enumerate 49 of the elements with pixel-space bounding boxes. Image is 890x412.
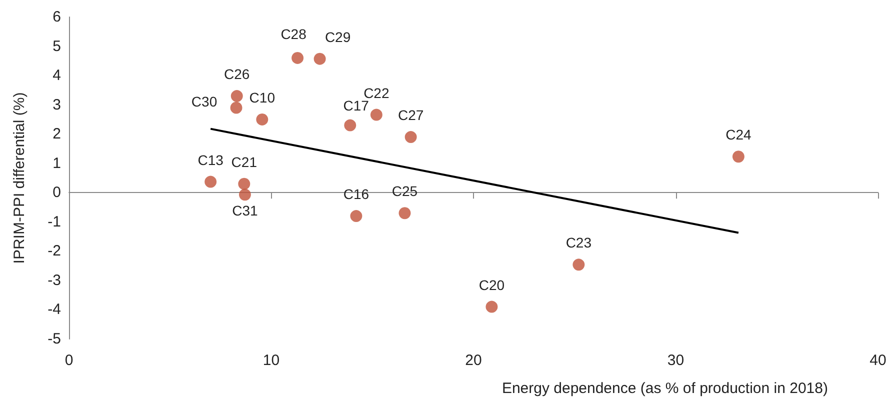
x-tick-label: 20 [465,352,482,369]
y-tick-label: -1 [48,213,61,230]
y-tick-label: -5 [48,330,61,348]
y-tick-label: 2 [52,126,61,143]
point [370,108,382,121]
annotation: C21 [231,154,258,170]
y-tick-label: 3 [52,96,61,114]
point [204,176,217,188]
annotation: C23 [566,234,592,251]
point [732,150,744,163]
point [292,52,304,64]
annotation: C30 [191,94,218,110]
annotation: C28 [280,26,307,42]
point [572,258,585,271]
y-tick-label: -2 [48,242,61,260]
point [398,207,411,220]
x-axis-title: Energy dependence (as % of production in 2018) [502,380,828,397]
annotation: C24 [726,126,752,143]
y-tick-label: 5 [52,38,61,55]
x-tick-label: 30 [667,352,684,369]
y-tick-label: -3 [48,272,61,289]
y-tick-label: 4 [52,67,61,84]
x-tick-label: 10 [262,352,280,369]
point [256,113,268,126]
annotation: C13 [198,152,224,168]
y-tick-label: 6 [52,8,61,26]
annotation: C20 [478,276,505,293]
annotation: C31 [232,202,258,219]
annotation: C10 [249,89,276,106]
y-tick-label: 1 [52,154,61,172]
point [238,188,251,201]
point [404,131,417,144]
annotation: C25 [392,183,418,200]
point [350,210,362,222]
point [344,119,356,132]
y-axis-title: IPRIM-PPI differential (%) [11,92,28,264]
x-tick-label: 40 [870,352,886,369]
y-tick-label: 0 [52,184,61,202]
y-tick-label: -4 [48,301,61,318]
point [230,102,242,114]
annotation: C26 [224,66,250,82]
annotation: C29 [324,28,351,45]
annotation: C27 [398,107,424,124]
point [238,178,250,190]
point [230,90,243,102]
point [314,52,326,65]
x-tick-label: 0 [64,352,74,369]
point [486,300,498,313]
annotation: C16 [343,186,370,202]
